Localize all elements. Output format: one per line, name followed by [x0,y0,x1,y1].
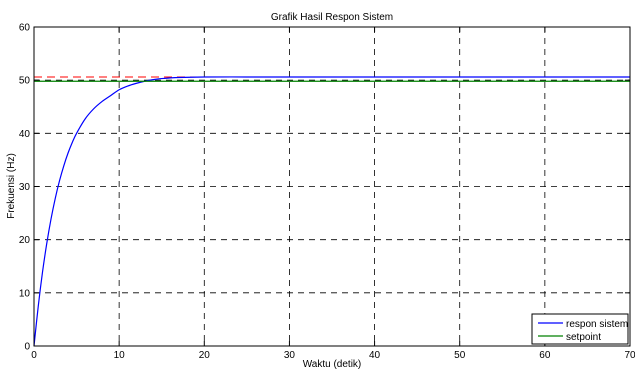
x-tick-label: 30 [284,350,296,361]
legend-label-respon-sistem: respon sistem [566,319,628,330]
x-axis-title: Waktu (detik) [303,359,362,370]
legend-label-setpoint: setpoint [566,332,601,343]
y-tick-label: 0 [24,342,30,353]
y-tick-label: 50 [19,76,31,87]
axis-ticks: 0 10 20 30 40 50 60 70 0 10 20 30 40 50 60 [19,23,635,362]
y-tick-label: 40 [19,129,31,140]
series-line-respon-sistem [33,76,630,347]
x-tick-label: 40 [369,350,381,361]
x-tick-label: 0 [31,350,37,361]
series-layer [33,76,630,347]
y-axis-title: Frekuensi (Hz) [6,153,17,219]
x-tick-label: 50 [454,350,466,361]
y-tick-label: 20 [19,235,31,246]
legend: respon sistem setpoint [531,313,629,345]
grid-lines [34,27,630,346]
x-tick-label: 20 [199,350,211,361]
y-tick-label: 60 [19,23,31,34]
legend-box [531,313,629,345]
chart-title: Grafik Hasil Respon Sistem [271,12,393,23]
x-tick-label: 60 [539,350,551,361]
x-tick-label: 70 [624,350,635,361]
y-tick-label: 10 [19,288,31,299]
x-tick-label: 10 [114,350,126,361]
y-tick-label: 30 [19,182,31,193]
